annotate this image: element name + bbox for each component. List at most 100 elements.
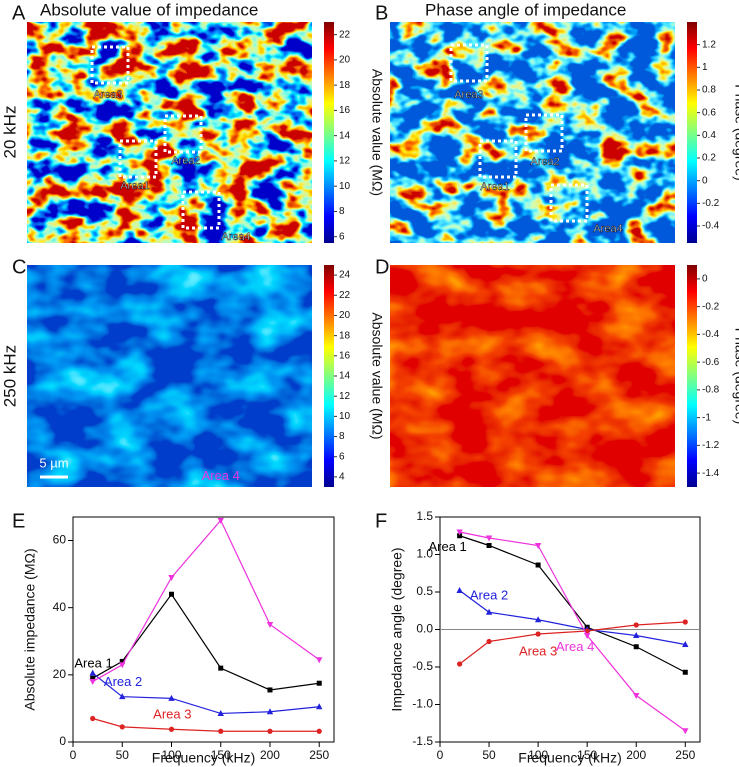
area-label: Area3 [454,89,483,101]
marker [89,679,96,686]
colorbar-tick-label: 16 [339,350,351,361]
colorbar-tick-label: 0 [702,175,708,186]
colorbar-tick-label: -0.4 [702,221,720,232]
series-line [459,531,686,732]
panel-label: B [375,2,388,24]
y-tick-label: 0 [59,734,66,748]
marker [168,591,174,597]
marker [457,661,463,667]
area-box [449,43,489,83]
y-tick-label: 0.0 [416,622,433,636]
series-line [459,535,686,673]
colorbar-tick-label: 8 [339,431,345,442]
y-axis-label: Impedance angle (degree) [389,547,405,711]
marker [633,632,640,638]
series-line [92,717,320,732]
x-tick-label: 0 [437,748,444,762]
area-box [90,45,130,85]
marker [90,715,96,722]
x-tick-label: 200 [260,748,280,762]
colorbar-tick-label: 8 [339,206,345,217]
y-tick-label: -1.5 [412,734,433,748]
colorbar [324,22,334,243]
series-label: Area 4 [556,639,594,654]
colorbar-tick-label: 14 [339,130,351,141]
colorbar-tick-label: 6 [339,451,345,462]
colorbar [687,22,697,243]
y-tick-label: 1.0 [416,547,433,561]
marker [218,665,224,671]
colorbar-tick-label: -1.2 [702,440,720,451]
colorbar-label: Phase (degree) [732,328,739,425]
area-label: Area1 [120,180,149,192]
colorbar-label: Phase (degree) [732,84,739,181]
colorbar-tick-label: 0.2 [702,153,716,164]
column-title: Absolute value of impedance [40,0,258,19]
marker [266,708,274,715]
x-tick-label: 250 [309,748,329,762]
y-tick-label: -0.5 [412,659,433,673]
series-label: Area 1 [74,656,112,671]
marker [682,619,688,625]
colorbar-tick-label: 0.6 [702,107,716,118]
x-tick-label: 150 [211,748,231,762]
colorbar-tick-label: 10 [339,411,351,422]
y-axis-label: Absolute impedance (MΩ) [22,548,38,710]
marker [457,533,463,539]
marker [633,622,639,628]
panel-label: F [375,510,387,532]
area-label: Area2 [171,155,200,167]
marker [90,675,96,681]
x-tick-label: 250 [675,748,695,762]
marker [119,693,126,700]
area-box [478,139,518,179]
series-line [92,672,320,715]
series-line [459,621,686,665]
colorbar [324,265,334,487]
marker [316,657,323,664]
heatmap [390,22,675,243]
series-label: Area 2 [104,674,142,689]
y-tick-label: 0.5 [416,584,433,598]
colorbar-tick-label: -0.4 [702,329,720,340]
marker [266,621,274,628]
colorbar-tick-label: 16 [339,105,351,116]
column-title: Phase angle of impedance [425,0,626,19]
area-box [163,114,203,154]
colorbar-tick-label: 10 [339,181,351,192]
x-tick-label: 200 [626,748,646,762]
marker [486,638,492,645]
panel-label: C [12,256,26,278]
marker [119,658,125,664]
x-tick-label: 150 [577,748,597,762]
area-label: Area1 [480,181,509,193]
heatmap [27,22,312,243]
x-tick-label: 100 [161,748,181,762]
x-tick-label: 0 [70,748,77,762]
area-box [524,113,564,153]
heatmap [390,265,675,487]
colorbar-tick-label: 12 [339,156,351,167]
x-axis-label: Frequency (kHz) [518,750,621,766]
marker [168,694,175,701]
marker [633,644,639,650]
colorbar-tick-label: -1.4 [702,468,720,479]
colorbar-tick-label: -0.6 [702,357,720,368]
marker [119,724,125,730]
area-box [181,190,221,230]
marker [168,726,175,732]
marker [316,703,323,710]
marker [217,517,224,524]
colorbar-tick-label: -0.2 [702,198,720,209]
marker [218,728,224,734]
colorbar-tick-label: 14 [339,371,351,382]
panel-label: E [12,510,25,532]
colorbar-tick-label: 1.2 [702,39,716,50]
marker [267,687,273,693]
colorbar-tick-label: 0.4 [702,130,716,141]
colorbar-tick-label: 4 [339,472,345,483]
colorbar-label: Absolute value (MΩ) [369,69,385,196]
y-tick-label: 40 [53,600,67,614]
marker [267,728,273,734]
x-axis-label: Frequency (kHz) [152,750,255,766]
